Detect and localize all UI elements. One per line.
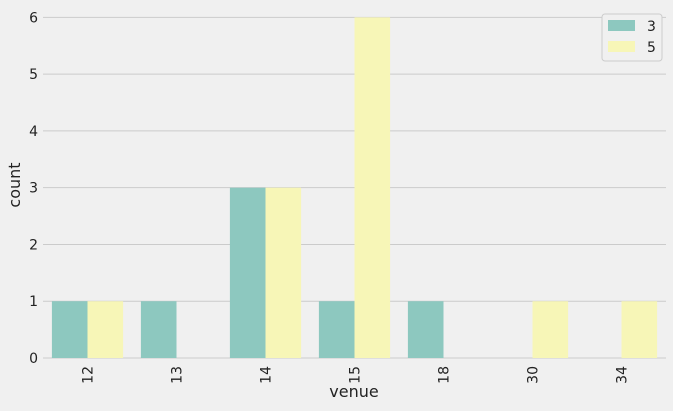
bar-series-5-venue-15 <box>354 17 391 359</box>
legend-label-5: 5 <box>647 40 656 56</box>
legend-swatch-3 <box>608 20 635 31</box>
y-tick-label: 0 <box>29 351 38 367</box>
y-tick-label: 5 <box>29 67 38 83</box>
bar-series-5-venue-34 <box>621 301 658 358</box>
x-tick-label: 12 <box>81 366 97 384</box>
bar-series-3-venue-13 <box>140 301 177 358</box>
y-tick-label: 1 <box>29 294 38 310</box>
y-axis-ticks: 0 1 2 3 4 5 6 <box>29 10 38 367</box>
x-tick-label: 34 <box>615 366 631 384</box>
x-tick-label: 30 <box>526 366 542 384</box>
x-tick-label: 15 <box>348 366 364 384</box>
bars <box>51 17 658 359</box>
y-tick-label: 2 <box>29 237 38 253</box>
bar-series-3-venue-18 <box>407 301 444 358</box>
x-tick-label: 14 <box>259 366 275 384</box>
bar-series-3-venue-12 <box>51 301 88 358</box>
x-tick-label: 18 <box>437 366 453 384</box>
x-axis-ticks: 12 13 14 15 18 30 34 <box>81 366 631 384</box>
legend-label-3: 3 <box>647 19 656 35</box>
legend: 35 <box>601 13 663 62</box>
bar-series-5-venue-12 <box>87 301 124 358</box>
bar-series-5-venue-30 <box>532 301 569 358</box>
legend-swatch-5 <box>608 41 635 52</box>
bar-series-5-venue-14 <box>265 187 302 358</box>
x-axis-label: venue <box>329 382 378 401</box>
bar-series-3-venue-14 <box>229 187 266 358</box>
y-tick-label: 3 <box>29 181 38 197</box>
x-tick-label: 13 <box>170 366 186 384</box>
y-tick-label: 6 <box>29 10 38 26</box>
y-axis-label: count <box>5 162 24 207</box>
bar-series-3-venue-15 <box>318 301 355 358</box>
y-tick-label: 4 <box>29 124 38 140</box>
